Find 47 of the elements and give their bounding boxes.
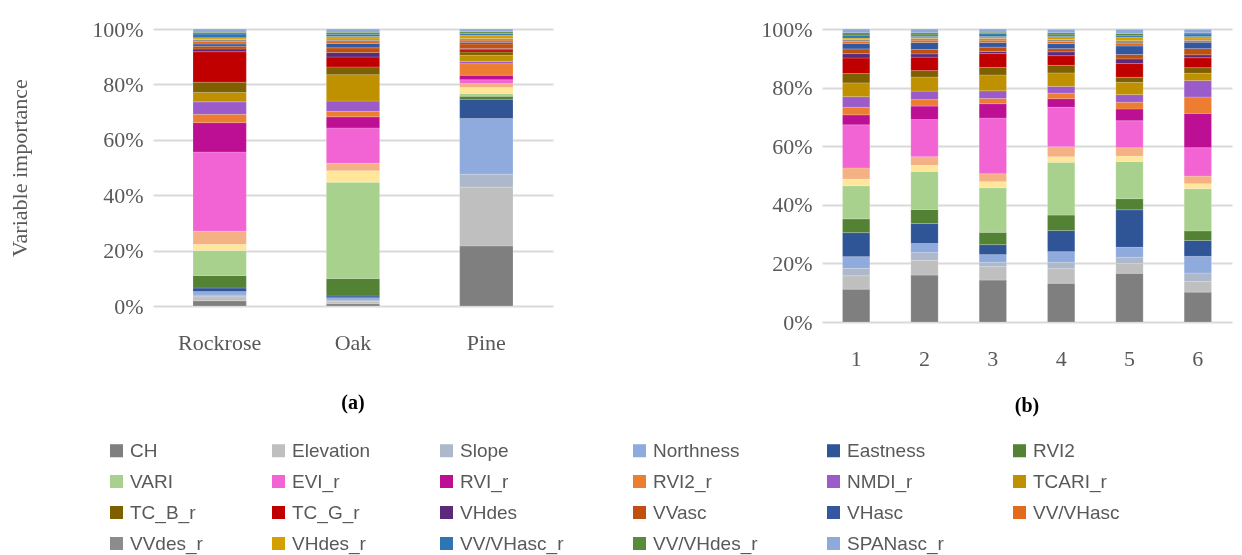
legend-label: Eastness — [847, 439, 926, 461]
legend-label: EVI_r — [292, 470, 341, 493]
y-tick-label: 80% — [103, 71, 144, 97]
x-tick-label: Oak — [334, 329, 372, 355]
y-tick-label: 100% — [92, 16, 144, 42]
legend-label: SPANasc_r — [847, 532, 945, 555]
y-tick-label: 40% — [772, 192, 813, 218]
x-tick-label: 1 — [850, 345, 862, 371]
y-tick-label: 0% — [783, 309, 813, 335]
y-tick-label: 100% — [761, 16, 813, 42]
legend-label: VHdes_r — [292, 532, 367, 555]
legend-label: Slope — [460, 439, 509, 461]
y-tick-label: 0% — [114, 293, 144, 319]
legend-label: TC_G_r — [292, 501, 361, 524]
legend-label: Elevation — [292, 439, 371, 461]
legend-label: TCARI_r — [1033, 470, 1108, 493]
y-tick-label: 20% — [772, 250, 813, 276]
x-tick-label: Rockrose — [178, 329, 262, 355]
legend-label: RVI2_r — [653, 470, 713, 493]
legend-label: VV/VHdes_r — [653, 532, 759, 555]
legend-label: Northness — [653, 439, 740, 461]
legend-label: VHasc — [847, 501, 903, 523]
legend-label: VV/VHasc — [1033, 501, 1120, 523]
x-tick-label: 6 — [1192, 345, 1204, 371]
y-tick-label: 40% — [103, 182, 144, 208]
legend-label: TC_B_r — [130, 501, 197, 524]
legend-label: CH — [130, 439, 158, 461]
legend-label: VVdes_r — [130, 532, 204, 555]
y-tick-label: 60% — [772, 133, 813, 159]
x-tick-label: 5 — [1124, 345, 1135, 371]
x-tick-label: 3 — [987, 345, 999, 371]
legend-label: RVI_r — [460, 470, 509, 493]
legend-label: RVI2 — [1033, 439, 1075, 461]
y-tick-label: 60% — [103, 127, 144, 153]
text: (b) — [1014, 394, 1040, 417]
legend-label: VHdes — [460, 501, 518, 523]
legend-label: NMDI_r — [847, 470, 914, 493]
x-tick-label: 4 — [1055, 345, 1067, 371]
y-axis-title: Variable importance — [7, 79, 33, 257]
x-tick-label: Pine — [466, 329, 506, 355]
legend-label: VV/VHasc_r — [460, 532, 565, 555]
text: (a) — [341, 391, 365, 414]
legend-label: VVasc — [653, 501, 707, 523]
y-tick-label: 80% — [772, 75, 813, 101]
y-tick-label: 20% — [103, 238, 144, 264]
legend-label: VARI — [130, 470, 173, 492]
x-tick-label: 2 — [919, 345, 930, 371]
